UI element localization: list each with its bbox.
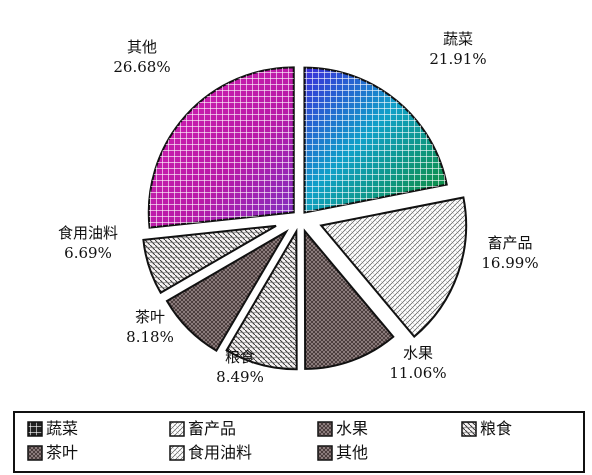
legend-label-5: 茶叶 (46, 443, 78, 462)
legend-swatch-1 (27, 421, 43, 437)
legend-label-7: 其他 (336, 443, 368, 462)
legend-swatch-7 (317, 445, 333, 461)
slice-label-name-1: 蔬菜 (443, 30, 473, 48)
slice-label-name-4: 粮食 (225, 348, 255, 366)
legend-swatch-6 (169, 445, 185, 461)
legend-swatch-5 (27, 445, 43, 461)
slice-label-value-5: 8.18% (126, 328, 174, 346)
pie-slice-texture-1 (304, 67, 447, 213)
legend-swatch-2 (169, 421, 185, 437)
pie-slice-6 (142, 224, 277, 295)
pie-labels: 蔬菜 21.91% 畜产品 16.99% 水果 11.06% 粮食 8.49% 茶叶 8.18% 食… (58, 30, 539, 386)
pie-slices (142, 66, 468, 371)
slice-label-value-1: 21.91% (429, 50, 486, 68)
legend-frame (13, 411, 585, 473)
legend-label-2: 畜产品 (188, 419, 236, 438)
slice-label-name-3: 水果 (403, 344, 433, 362)
legend-label-1: 蔬菜 (46, 419, 78, 438)
slice-label-name-2: 畜产品 (487, 234, 532, 252)
pie-slice-5 (165, 229, 289, 352)
legend-label-6: 食用油料 (188, 443, 252, 462)
slice-label-value-7: 26.68% (113, 58, 170, 76)
slice-label-value-4: 8.49% (216, 368, 264, 386)
slice-label-name-7: 其他 (127, 38, 157, 56)
legend-label-4: 粮食 (480, 419, 512, 438)
legend-swatch-3 (317, 421, 333, 437)
slice-label-name-6: 食用油料 (58, 224, 118, 242)
pie-slice-2 (319, 196, 468, 339)
slice-label-name-5: 茶叶 (135, 308, 165, 326)
legend-label-3: 水果 (336, 419, 368, 438)
pie-slice-texture-7 (148, 67, 294, 228)
pie-slice-3 (303, 228, 395, 370)
slice-label-value-3: 11.06% (389, 364, 446, 382)
pie-slice-4 (225, 227, 298, 371)
legend-swatch-4 (461, 421, 477, 437)
slice-label-value-2: 16.99% (481, 254, 538, 272)
slice-label-value-6: 6.69% (64, 244, 112, 262)
